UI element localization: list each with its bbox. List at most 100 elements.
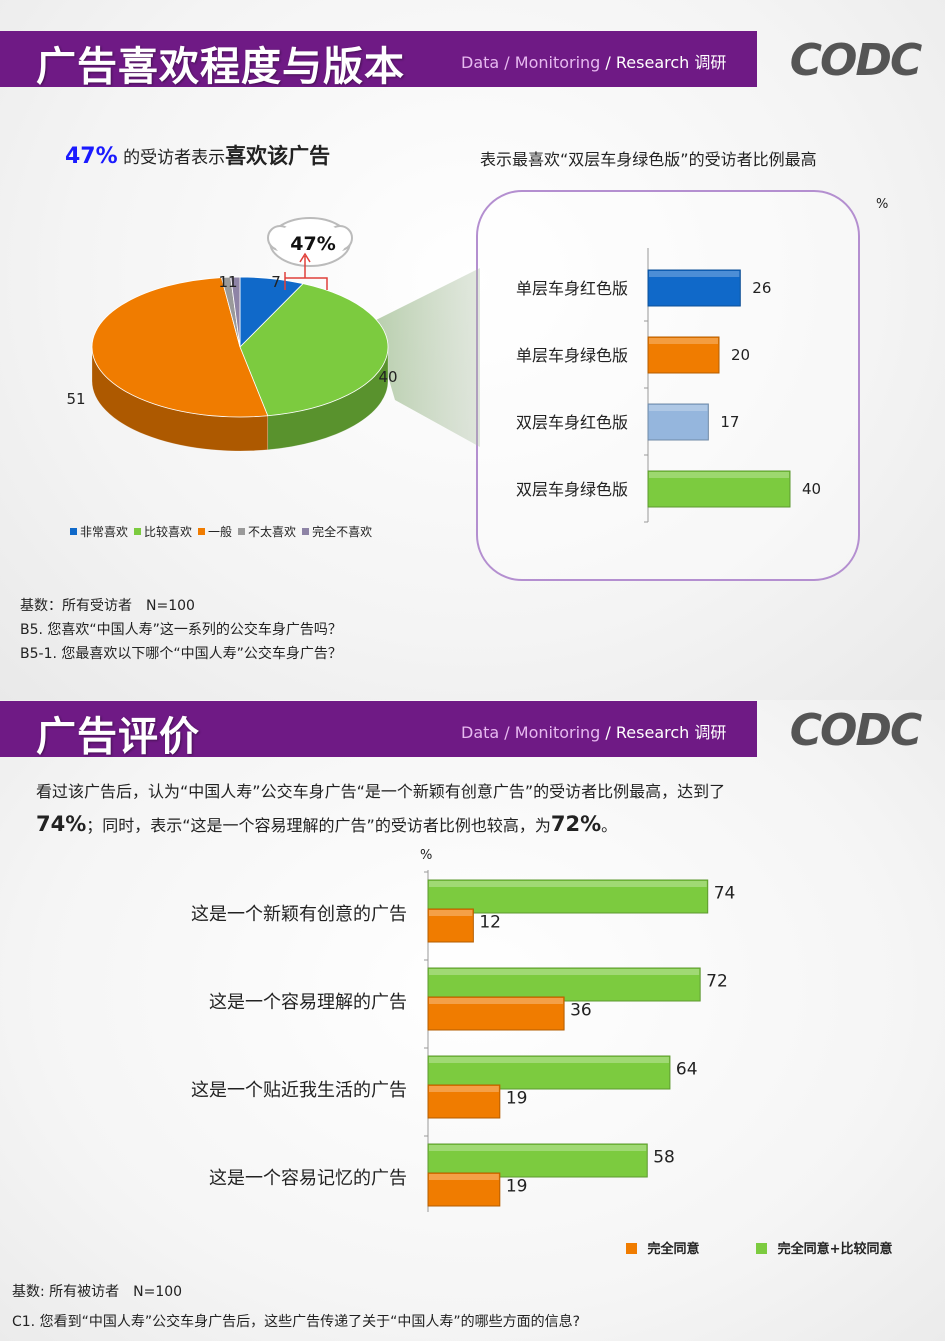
- version-cat-3: 双层车身绿色版: [516, 480, 628, 499]
- eval-cat-0: 这是一个新颖有创意的广告: [191, 904, 407, 925]
- pie-legend-swatch-0: [70, 528, 77, 535]
- eval-bar-1-0: [427, 908, 474, 943]
- summary-mid: ；同时，表示“这是一个容易理解的广告”的受访者比例也较高，为: [86, 816, 551, 835]
- legend-swatch-green: [756, 1243, 768, 1254]
- eval-val-0-3: 58: [653, 1148, 675, 1168]
- pie-legend-swatch-4: [302, 528, 310, 535]
- eval-bar-shine-0-0: [429, 881, 707, 887]
- section1-tagline-rs: / Research 调研: [605, 53, 727, 72]
- pie-legend-label-3: 不太喜欢: [248, 525, 297, 539]
- version-cat-0: 单层车身红色版: [516, 279, 628, 298]
- section2-title: 广告评价: [36, 714, 200, 760]
- summary-line2: 74%；同时，表示“这是一个容易理解的广告”的受访者比例也较高，为72%。: [36, 808, 725, 842]
- section1-banner: 广告喜欢程度与版本 Data / Monitoring / Research 调…: [0, 31, 757, 90]
- eval-bar-0-3: [427, 1143, 648, 1178]
- pie-legend-swatch-3: [238, 528, 246, 535]
- version-bar-1: [647, 336, 720, 374]
- eval-bar-shine-0-2: [429, 1057, 669, 1063]
- pie-slice-4: [230, 276, 241, 348]
- note2-base: 基数: 所有被访者 N=100: [12, 1284, 183, 1300]
- eval-legend: 完全同意 完全同意+比较同意: [626, 1238, 893, 1257]
- note-base: 基数：所有受访者 N=100: [20, 598, 195, 614]
- eval-val-0-1: 72: [706, 972, 728, 992]
- legend-swatch-orange: [626, 1243, 637, 1254]
- eval-val-1-1: 36: [570, 1001, 592, 1021]
- pie-legend-label-2: 一般: [208, 525, 233, 539]
- eval-cat-2: 这是一个贴近我生活的广告: [191, 1080, 407, 1101]
- eval-val-1-0: 12: [479, 913, 501, 933]
- pie-legend: 非常喜欢 比较喜欢 一般 不太喜欢 完全不喜欢: [70, 523, 372, 540]
- eval-val-1-3: 19: [506, 1177, 528, 1197]
- eval-val-0-0: 74: [714, 884, 736, 904]
- section2-notes: 基数: 所有被访者 N=100 C1. 您看到“中国人寿”公交车身广告后，这些广…: [12, 1277, 580, 1337]
- eval-bar-shine-1-1: [429, 998, 564, 1004]
- version-val-2: 17: [720, 413, 739, 431]
- version-bar-2: [647, 403, 709, 441]
- section1-logo: CODC: [790, 36, 924, 86]
- version-bar-shine-2: [649, 405, 708, 411]
- eval-bar-1-3: [427, 1172, 501, 1207]
- eval-bar-0-1: [427, 967, 701, 1002]
- headline-bold: 喜欢该广告: [225, 144, 331, 168]
- eval-cat-3: 这是一个容易记忆的广告: [209, 1168, 407, 1189]
- version-val-3: 40: [802, 480, 821, 498]
- cloud-fill: [274, 222, 346, 262]
- note-b5: B5. 您喜欢“中国人寿”这一系列的公交车身广告吗？: [20, 622, 342, 638]
- eval-bar-1-1: [427, 996, 565, 1031]
- version-cat-2: 双层车身红色版: [516, 413, 628, 432]
- eval-bar-shine-1-3: [429, 1174, 499, 1180]
- svg-text:CODC: CODC: [790, 36, 922, 86]
- pie-legend-label-1: 比较喜欢: [144, 525, 193, 539]
- cloud-arrow: [284, 252, 328, 290]
- version-bar-3: [647, 470, 791, 508]
- pie-chart: 7 40 51 11 47%: [66, 217, 480, 452]
- eval-val-0-2: 64: [676, 1060, 698, 1080]
- version-bar-shine-1: [649, 338, 718, 344]
- headline-pct: 47%: [65, 144, 118, 169]
- eval-bar-0-2: [427, 1055, 671, 1090]
- pie-legend-label-4: 完全不喜欢: [312, 525, 373, 539]
- note2-c1: C1. 您看到“中国人寿”公交车身广告后，这些广告传递了关于“中国人寿”的哪些方…: [12, 1314, 581, 1330]
- legend-label-0: 完全同意: [647, 1242, 700, 1257]
- version-bar-0: [647, 269, 741, 307]
- version-val-1: 20: [731, 346, 750, 364]
- version-chart-unit: %: [876, 197, 889, 212]
- summary-pct1: 74%: [36, 812, 87, 836]
- cloud-label: 47%: [290, 233, 335, 255]
- headline-mid: 的受访者表示: [123, 148, 226, 168]
- right-headline: 表示最喜欢“双层车身绿色版”的受访者比例最高: [480, 150, 817, 169]
- eval-bar-1-2: [427, 1084, 501, 1119]
- section1-tagline-dm: Data / Monitoring: [461, 53, 601, 72]
- pie-connector: [372, 268, 480, 447]
- pie-slice-2: [91, 277, 269, 418]
- pie-label-3: 11: [218, 273, 237, 291]
- note-b5-1: B5-1. 您最喜欢以下哪个“中国人寿”公交车身广告？: [20, 646, 342, 662]
- pie-label-1: 40: [378, 368, 397, 386]
- section1-tagline: Data / Monitoring / Research 调研: [461, 49, 726, 73]
- eval-bar-shine-1-2: [429, 1086, 499, 1092]
- eval-val-1-2: 19: [506, 1089, 528, 1109]
- section2-banner: 广告评价 Data / Monitoring / Research 调研: [0, 701, 757, 760]
- section1-notes: 基数：所有受访者 N=100 B5. 您喜欢“中国人寿”这一系列的公交车身广告吗…: [20, 594, 342, 666]
- section2-tagline-dm: Data / Monitoring: [461, 723, 601, 742]
- eval-bar-0-0: [427, 879, 709, 914]
- version-bar-shine-3: [649, 472, 789, 478]
- legend-label-1: 完全同意+比较同意: [777, 1242, 893, 1257]
- version-bar-chart: 单层车身红色版 26 单层车身绿色版 20 双层车身红色版 17 双层车身绿色版 40: [516, 248, 821, 523]
- section2-summary: 看过该广告后，认为“中国人寿”公交车身广告“是一个新颖有创意广告”的受访者比例最…: [36, 776, 725, 842]
- pie-label-2: 51: [66, 390, 85, 408]
- eval-bar-shine-1-0: [429, 910, 473, 916]
- eval-cat-1: 这是一个容易理解的广告: [209, 992, 407, 1013]
- eval-bar-shine-0-3: [429, 1145, 647, 1151]
- section2-tagline: Data / Monitoring / Research 调研: [461, 719, 726, 743]
- section1-headline: 47% 的受访者表示喜欢该广告: [65, 140, 330, 170]
- section2-tagline-rs: / Research 调研: [605, 723, 727, 742]
- version-val-0: 26: [752, 279, 771, 297]
- section2-logo: CODC: [790, 706, 924, 756]
- cloud-callout: 47%: [267, 217, 353, 290]
- summary-line1: 看过该广告后，认为“中国人寿”公交车身广告“是一个新颖有创意广告”的受访者比例最…: [36, 782, 726, 801]
- pie-legend-label-0: 非常喜欢: [80, 525, 129, 539]
- pie-slice-1: [239, 283, 389, 417]
- version-bar-shine-0: [649, 271, 740, 277]
- eval-bar-shine-0-1: [429, 969, 700, 975]
